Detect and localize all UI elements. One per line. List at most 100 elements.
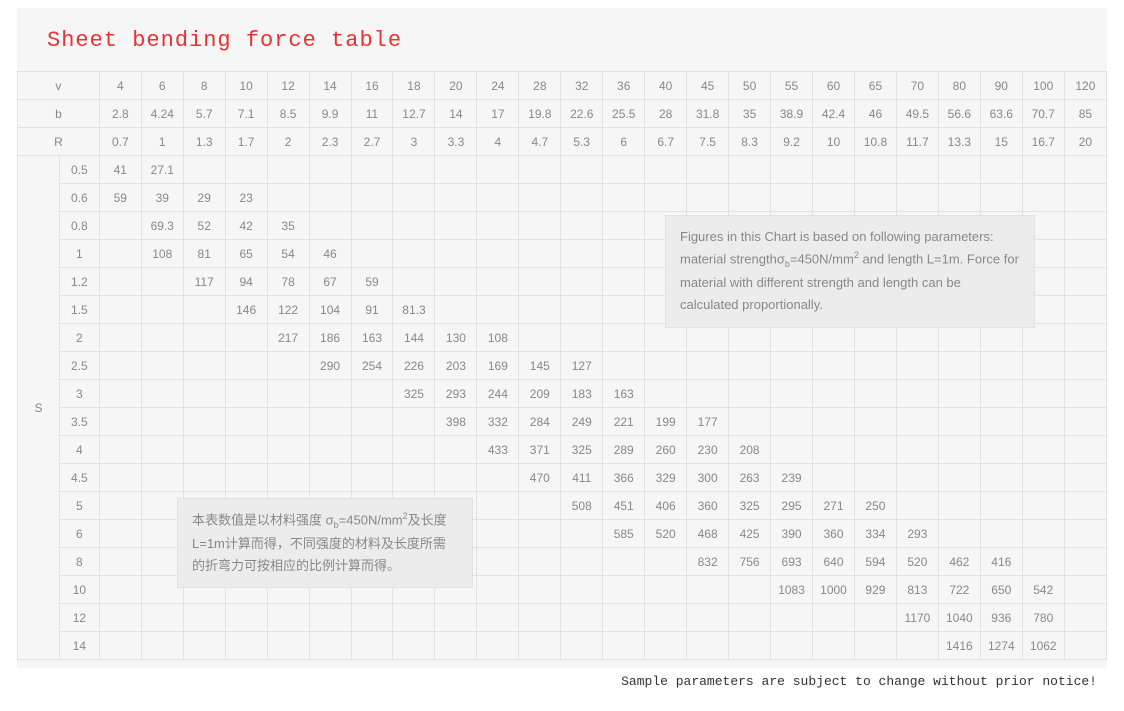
table-cell [1022,156,1064,184]
table-cell: 81.3 [393,296,435,324]
table-cell [435,240,477,268]
table-cell: 230 [687,436,729,464]
table-cell [1064,492,1106,520]
table-cell [729,408,771,436]
table-cell [729,352,771,380]
table-cell: 425 [729,520,771,548]
table-cell [603,268,645,296]
table-cell [477,576,519,604]
table-cell [225,632,267,660]
table-cell [854,408,896,436]
table-cell [267,380,309,408]
table-cell [477,604,519,632]
table-cell [1022,324,1064,352]
header-b-16: 38.9 [771,100,813,128]
table-cell [645,548,687,576]
table-cell [183,436,225,464]
table-cell [183,296,225,324]
table-cell [854,632,896,660]
table-cell: 183 [561,380,603,408]
table-cell [99,240,141,268]
table-cell [99,296,141,324]
table-cell [813,604,855,632]
table-cell [477,632,519,660]
table-cell [519,576,561,604]
table-cell [519,240,561,268]
header-v-17: 60 [813,72,855,100]
table-cell [519,212,561,240]
table-cell [393,268,435,296]
table-cell [1022,436,1064,464]
table-cell [99,324,141,352]
table-cell: 221 [603,408,645,436]
header-b-10: 19.8 [519,100,561,128]
header-v-14: 45 [687,72,729,100]
table-cell: 108 [141,240,183,268]
table-cell [435,604,477,632]
table-cell [141,268,183,296]
table-cell [477,464,519,492]
table-cell [393,184,435,212]
table-cell [477,184,519,212]
table-cell [393,464,435,492]
table-cell [477,520,519,548]
table-cell: 462 [938,548,980,576]
table-cell [980,324,1022,352]
table-cell: 594 [854,548,896,576]
table-cell [309,184,351,212]
table-cell [141,604,183,632]
table-cell [99,212,141,240]
table-cell [141,632,183,660]
table-cell [813,352,855,380]
header-R-17: 10 [813,128,855,156]
note-english: Figures in this Chart is based on follow… [665,215,1035,328]
table-cell [980,492,1022,520]
table-cell: 209 [519,380,561,408]
table-cell: 1062 [1022,632,1064,660]
s-value-1: 0.6 [59,184,99,212]
header-v-9: 24 [477,72,519,100]
table-cell [729,604,771,632]
table-cell [141,436,183,464]
header-v-15: 50 [729,72,771,100]
table-cell: 104 [309,296,351,324]
table-cell [1022,184,1064,212]
table-cell [603,604,645,632]
header-b-11: 22.6 [561,100,603,128]
table-cell [813,184,855,212]
header-b-9: 17 [477,100,519,128]
header-v-18: 65 [854,72,896,100]
table-cell [435,212,477,240]
table-cell [309,632,351,660]
header-v-5: 14 [309,72,351,100]
table-cell [938,408,980,436]
header-v-1: 6 [141,72,183,100]
table-cell [141,380,183,408]
table-cell: 263 [729,464,771,492]
table-cell [603,576,645,604]
table-cell: 693 [771,548,813,576]
header-b-13: 28 [645,100,687,128]
table-cell [393,156,435,184]
s-value-7: 2.5 [59,352,99,380]
table-cell [896,380,938,408]
table-cell: 542 [1022,576,1064,604]
table-cell: 67 [309,268,351,296]
s-value-16: 12 [59,604,99,632]
table-cell: 1040 [938,604,980,632]
table-cell: 329 [645,464,687,492]
table-cell [351,184,393,212]
table-cell [813,408,855,436]
table-cell [1064,520,1106,548]
table-cell [267,464,309,492]
table-cell: 186 [309,324,351,352]
table-cell [771,408,813,436]
table-cell [351,212,393,240]
table-cell: 54 [267,240,309,268]
s-value-10: 4 [59,436,99,464]
table-cell [645,324,687,352]
table-cell [309,212,351,240]
table-cell: 1083 [771,576,813,604]
table-cell: 130 [435,324,477,352]
table-cell [645,380,687,408]
